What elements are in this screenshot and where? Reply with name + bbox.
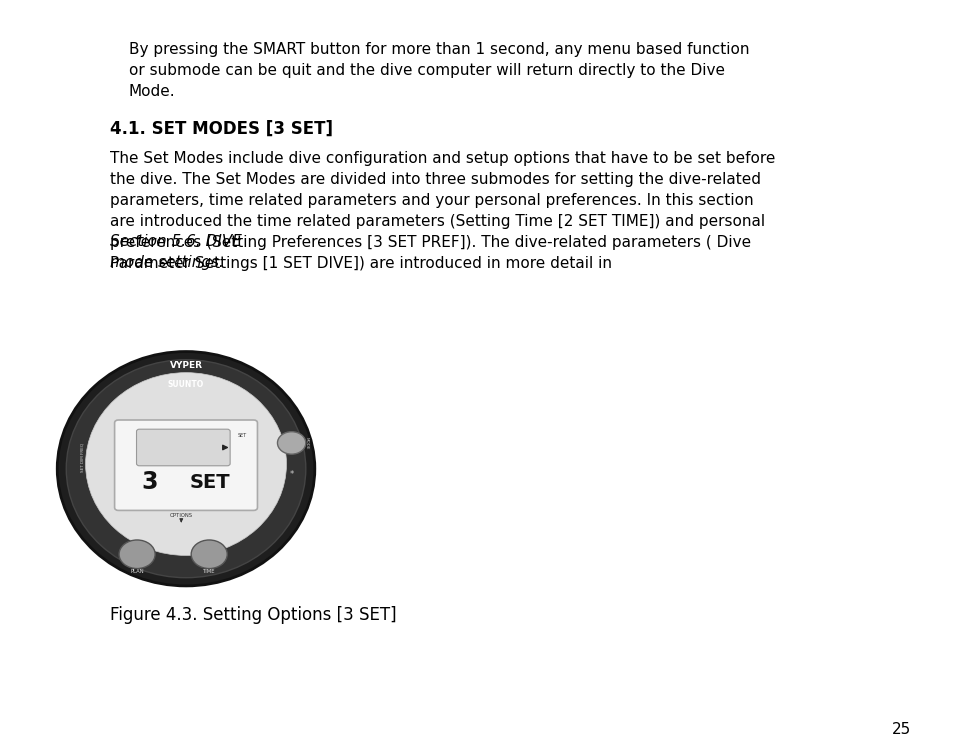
Text: 3: 3: [141, 470, 157, 494]
Text: SUUNTO: SUUNTO: [168, 380, 204, 389]
Text: SET: SET: [190, 472, 231, 491]
Ellipse shape: [57, 352, 314, 586]
Text: OPTIONS: OPTIONS: [170, 513, 193, 519]
Circle shape: [119, 540, 155, 569]
Text: SET DIM FREQ: SET DIM FREQ: [81, 442, 85, 472]
Text: By pressing the SMART button for more than 1 second, any menu based function
or : By pressing the SMART button for more th…: [129, 42, 748, 98]
Text: TIME: TIME: [203, 569, 215, 575]
Text: *: *: [289, 470, 294, 479]
FancyBboxPatch shape: [136, 429, 230, 466]
Circle shape: [191, 540, 227, 569]
Text: Figure 4.3. Setting Options [3 SET]: Figure 4.3. Setting Options [3 SET]: [110, 606, 395, 624]
Text: Section 5.6. DIVE
mode settings.: Section 5.6. DIVE mode settings.: [110, 234, 241, 270]
Text: SET: SET: [237, 433, 246, 438]
Ellipse shape: [86, 373, 286, 556]
Text: 4.1. SET MODES [3 SET]: 4.1. SET MODES [3 SET]: [110, 119, 333, 138]
Text: MODE: MODE: [305, 437, 309, 449]
Ellipse shape: [66, 360, 306, 578]
Text: VYPER: VYPER: [170, 361, 202, 370]
Text: PLAN: PLAN: [131, 569, 144, 575]
Text: 25: 25: [891, 722, 910, 737]
FancyBboxPatch shape: [114, 420, 257, 510]
Circle shape: [277, 432, 306, 454]
Text: The Set Modes include dive configuration and setup options that have to be set b: The Set Modes include dive configuration…: [110, 151, 774, 271]
